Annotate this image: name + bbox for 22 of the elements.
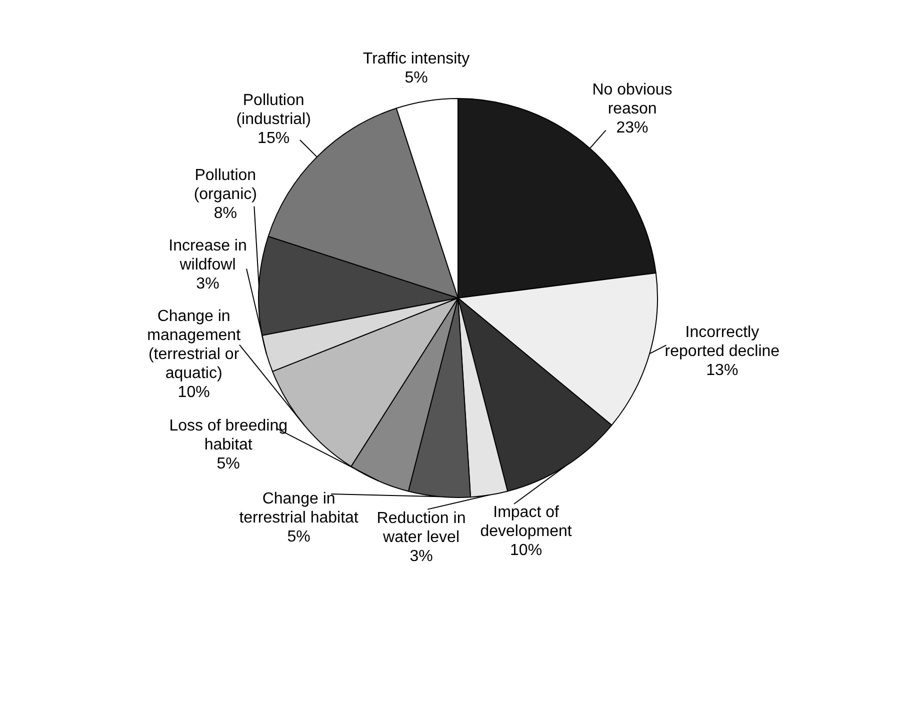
data-label: 5% bbox=[287, 528, 310, 546]
data-label: 10% bbox=[178, 384, 210, 402]
data-label: 3% bbox=[410, 548, 433, 565]
data-label: 5% bbox=[404, 69, 428, 86]
slice-label: Loss of breeding habitat bbox=[169, 417, 288, 454]
data-label: 5% bbox=[216, 455, 240, 472]
slice-label: Impact of development bbox=[480, 504, 572, 540]
slice-label: Reduction in water level bbox=[376, 510, 466, 546]
slice-label: Change in management (terrestrial or aquatic) bbox=[147, 308, 242, 382]
slice-label: Pollution (industrial) bbox=[236, 92, 311, 128]
data-label: 8% bbox=[214, 205, 237, 222]
slice-label: No obvious reason bbox=[592, 81, 672, 118]
data-label: 15% bbox=[258, 130, 290, 148]
data-label: 23% bbox=[616, 119, 648, 136]
slice-label: Incorrectly reported decline bbox=[664, 324, 780, 360]
data-label: 13% bbox=[706, 362, 738, 379]
slice-label: Change in terrestrial habitat bbox=[239, 490, 359, 526]
slice-label: Increase in wildfowl bbox=[168, 237, 247, 274]
data-label: 3% bbox=[196, 275, 220, 292]
slice-label: Pollution (organic) bbox=[194, 167, 257, 203]
data-label: 10% bbox=[510, 542, 542, 559]
slice-label: Traffic intensity bbox=[362, 50, 470, 68]
